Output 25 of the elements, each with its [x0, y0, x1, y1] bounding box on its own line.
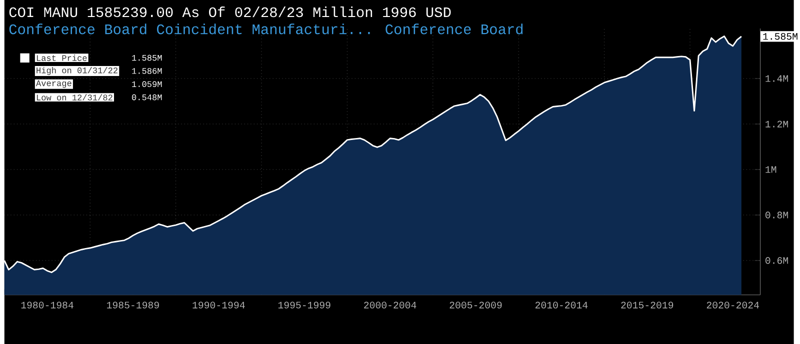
annotation: 1.585M: [132, 54, 162, 61]
text: 1.585M: [763, 32, 798, 40]
legend-label: Last Price: [36, 54, 87, 61]
y-tick-label: 1M: [766, 166, 776, 173]
chart-subtitle: Conference Board Coincident Manufacturi... Conference Board: [9, 23, 523, 34]
annotation: Low on 12/31/82: [36, 94, 112, 100]
annotation: High on 01/31/22: [36, 66, 118, 75]
y-tick-label: 0.8M: [766, 211, 788, 218]
y-tick-label: 1.4M: [766, 75, 788, 82]
text: 2020-2024: [706, 302, 759, 308]
text: 2010-2014: [535, 302, 588, 308]
text: 2005-2009: [450, 302, 502, 308]
text: 2000-2004: [364, 302, 416, 308]
text: 1980-1984: [21, 302, 74, 308]
text: 1990-1994: [192, 302, 245, 308]
annotation: 1.586M: [132, 68, 162, 74]
annotation: 0.548M: [132, 94, 162, 100]
chart-title: COI MANU 1585239.00 As Of 02/28/23 Million 1996 USD: [9, 6, 451, 17]
y-tick-label: 1.2M: [766, 120, 788, 128]
text: 2015-2019: [621, 302, 674, 308]
text: 1995-1999: [278, 302, 330, 308]
annotation: 1.059M: [132, 81, 162, 87]
text: 1985-1989: [107, 302, 159, 308]
y-tick-label: 0.6M: [766, 256, 788, 264]
annotation: Average: [36, 80, 72, 88]
